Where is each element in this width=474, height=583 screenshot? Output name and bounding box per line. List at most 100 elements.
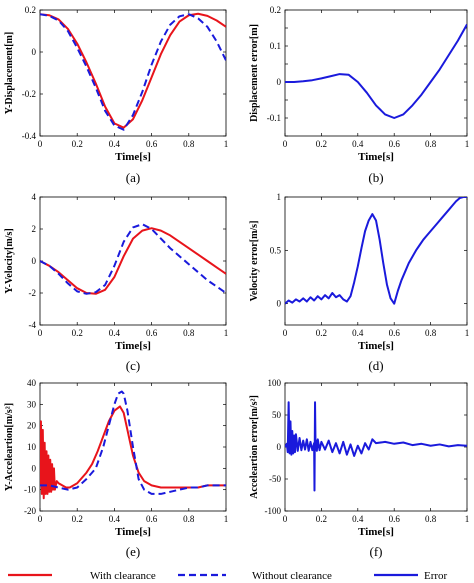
y-tick-label: 30	[27, 399, 37, 409]
panel-caption: (e)	[126, 544, 140, 559]
x-tick-label: 0.8	[425, 328, 437, 338]
x-tick-label: 0.2	[316, 139, 327, 149]
y-tick-label: 20	[27, 421, 37, 431]
y-tick-label: 0	[32, 47, 37, 57]
y-axis-label: Velocity error[m/s]	[249, 221, 260, 302]
legend: With clearance Without clearance Error	[8, 570, 448, 582]
x-tick-label: 0.6	[389, 514, 401, 524]
chart-panel-b: 0 0.2 0.4 0.6 0.8 1 -0.1 0 0.1 0.2 Time[s] Displace…	[249, 5, 469, 185]
y-tick-label: 1	[277, 192, 282, 202]
x-axis-label: Time[s]	[358, 340, 394, 352]
x-tick-label: 0.6	[146, 328, 158, 338]
x-tick-label: 0.2	[72, 328, 83, 338]
panel-caption: (d)	[368, 358, 383, 373]
x-tick-label: 0.2	[316, 514, 327, 524]
x-tick-label: 0.4	[352, 139, 364, 149]
series-line-error	[285, 23, 467, 119]
x-tick-label: 0.2	[72, 139, 83, 149]
series-line-without	[40, 390, 226, 495]
x-axis-label: Time[s]	[115, 151, 151, 163]
legend-item-error: Error	[374, 570, 448, 582]
x-tick-label: 1	[224, 514, 229, 524]
chart-panel-e: 0 0.2 0.4 0.6 0.8 1 -20 -10 0 10 20 30 40 Time[s] Y-Ac…	[4, 378, 228, 559]
x-tick-label: 0.4	[352, 514, 364, 524]
series-line-error	[285, 401, 467, 492]
x-tick-label: 0.4	[109, 139, 121, 149]
y-tick-label: 2	[32, 224, 37, 234]
y-axis-label: Displacement error[m]	[249, 24, 260, 122]
chart-panel-a: 0 0.2 0.4 0.6 0.8 1 -0.4 -0.2 0 0.2 Time[s] Y-Displ…	[4, 5, 228, 185]
x-axis-label: Time[s]	[115, 526, 151, 538]
y-axis-label: Acceleartion error[m/s²]	[249, 395, 260, 499]
chart-panel-d: 0 0.2 0.4 0.6 0.8 1 0 0.5 1 Time[s] Velocity error…	[249, 192, 469, 373]
x-tick-label: 0.4	[109, 328, 121, 338]
y-tick-label: -4	[29, 320, 37, 330]
legend-label: Error	[424, 570, 448, 582]
legend-item-with: With clearance	[8, 570, 156, 582]
x-tick-label: 0	[38, 514, 43, 524]
series-line-without	[40, 223, 226, 295]
x-tick-label: 1	[465, 328, 470, 338]
x-tick-label: 0	[283, 328, 288, 338]
x-tick-label: 0	[283, 514, 288, 524]
y-axis-label: Y-Acceleartion[m/s²]	[4, 403, 15, 491]
x-tick-label: 0.8	[183, 514, 195, 524]
y-tick-label: -0.1	[267, 113, 281, 123]
x-tick-label: 0.2	[316, 328, 327, 338]
series-line-with	[40, 227, 226, 295]
y-tick-label: 10	[27, 442, 37, 452]
x-tick-label: 0	[38, 139, 43, 149]
y-tick-label: -20	[24, 506, 36, 516]
y-tick-label: 0.2	[25, 5, 36, 15]
y-tick-label: 0	[277, 77, 282, 87]
plot-frame	[284, 196, 468, 326]
x-tick-label: 0.4	[352, 328, 364, 338]
series-line-without	[40, 13, 226, 131]
y-tick-label: 0.2	[270, 5, 281, 15]
series-line-error	[285, 197, 467, 305]
y-axis-label: Y-Velocity[m/s]	[4, 228, 15, 293]
x-tick-label: 1	[465, 514, 470, 524]
x-tick-label: 0.8	[183, 139, 195, 149]
chart-panel-c: 0 0.2 0.4 0.6 0.8 1 -4 -2 0 2 4 Time[s] Y-Velocity[m…	[4, 192, 228, 373]
y-tick-label: 100	[268, 378, 282, 388]
y-tick-label: 0.5	[270, 245, 282, 255]
panel-caption: (c)	[126, 358, 140, 373]
legend-item-without: Without clearance	[178, 570, 332, 582]
x-tick-label: 1	[465, 139, 470, 149]
plot-frame	[39, 196, 227, 326]
y-tick-label: -100	[265, 506, 282, 516]
panel-caption: (a)	[126, 170, 140, 185]
legend-label: With clearance	[90, 570, 156, 582]
y-tick-label: -2	[29, 288, 37, 298]
panel-caption: (f)	[370, 544, 383, 559]
x-tick-label: 0	[38, 328, 43, 338]
x-tick-label: 0.2	[72, 514, 83, 524]
y-tick-label: -0.4	[22, 131, 37, 141]
y-tick-label: 50	[272, 410, 282, 420]
y-tick-label: 0	[32, 463, 37, 473]
series-line-with	[40, 12, 226, 129]
x-tick-label: 0.6	[389, 328, 401, 338]
plot-frame	[284, 9, 468, 137]
y-tick-label: 0	[277, 442, 282, 452]
x-tick-label: 1	[224, 139, 229, 149]
x-tick-label: 0	[283, 139, 288, 149]
plot-frame	[39, 9, 227, 137]
series-line-with	[40, 405, 226, 500]
legend-label: Without clearance	[252, 570, 332, 582]
y-tick-label: 4	[32, 192, 37, 202]
x-tick-label: 0.8	[425, 514, 437, 524]
panels: 0 0.2 0.4 0.6 0.8 1 -0.4 -0.2 0 0.2 Time[s] Y-Displ…	[4, 5, 469, 559]
y-tick-label: 40	[27, 378, 37, 388]
x-tick-label: 0.4	[109, 514, 121, 524]
x-tick-label: 0.8	[183, 328, 195, 338]
x-tick-label: 1	[224, 328, 229, 338]
y-tick-label: -10	[24, 485, 36, 495]
panel-caption: (b)	[368, 170, 383, 185]
y-tick-label: -50	[269, 474, 281, 484]
chart-panel-f: 0 0.2 0.4 0.6 0.8 1 -100 -50 0 50 100 Time[s] Accele…	[249, 378, 469, 559]
x-axis-label: Time[s]	[358, 526, 394, 538]
x-axis-label: Time[s]	[358, 151, 394, 163]
